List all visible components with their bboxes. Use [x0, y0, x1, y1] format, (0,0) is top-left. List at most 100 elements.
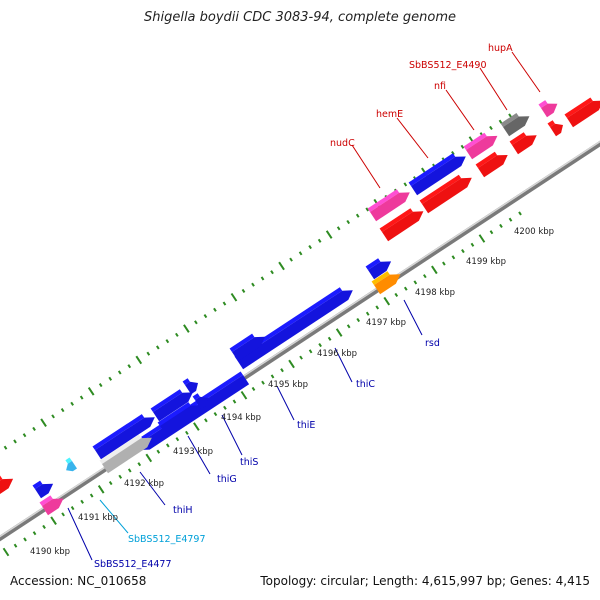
- gene-arrow-red-face: [550, 123, 563, 137]
- tick-mark-lower: [204, 418, 208, 423]
- gene-label-upper: hemE: [376, 109, 403, 120]
- tick-mark-lower: [137, 462, 142, 467]
- tick-mark-lower: [346, 324, 351, 329]
- scale-label: 4197 kbp: [366, 318, 406, 328]
- tick-mark-upper: [108, 376, 113, 381]
- tick-mark-lower: [13, 543, 18, 548]
- tick-mark-lower: [80, 499, 84, 504]
- scale-label: 4190 kbp: [30, 547, 70, 557]
- tick-mark-lower: [97, 484, 105, 494]
- gene-arrow-blue-face: [185, 381, 198, 395]
- gene-arrow-cyan-top: [65, 457, 72, 464]
- tick-mark-upper: [403, 182, 408, 187]
- gene-label-upper: hupA: [488, 43, 513, 54]
- tick-mark-upper: [183, 324, 190, 333]
- gene-arrow-blue-face: [232, 336, 266, 362]
- tick-mark-upper: [222, 301, 227, 306]
- tick-mark-upper: [70, 401, 74, 406]
- scale-label: 4193 kbp: [173, 447, 213, 457]
- gene-arrow-orange-top: [371, 271, 390, 285]
- gene-arrow-pink: [39, 495, 64, 516]
- tick-mark-lower: [518, 211, 522, 216]
- leader-line: [221, 414, 243, 456]
- tick-mark-lower: [470, 242, 475, 247]
- gene-arrow-red-top: [419, 174, 462, 204]
- gene-arrow-blue-face: [368, 261, 392, 280]
- scale-label: 4198 kbp: [415, 288, 455, 298]
- gene-arrow-blue-face: [411, 156, 466, 196]
- gene-arrow-blue: [365, 258, 392, 280]
- gene-arrow-pink: [463, 132, 498, 160]
- tick-mark-upper: [308, 245, 312, 250]
- gene-arrow-blue: [157, 402, 202, 436]
- gene-arrow-red-top: [547, 120, 555, 127]
- scale-label: 4191 kbp: [78, 513, 118, 523]
- tick-mark-upper: [317, 238, 322, 243]
- tick-mark-upper: [175, 332, 179, 337]
- gene-arrow-red-top: [0, 475, 3, 481]
- tick-mark-lower: [280, 368, 284, 373]
- gene-arrow-blue-top: [150, 389, 183, 412]
- gene-arrow-red-face: [0, 478, 14, 494]
- tick-mark-upper: [260, 276, 265, 281]
- gene-arrow-red-top: [564, 97, 593, 118]
- gene-arrow-pink-face: [541, 103, 558, 118]
- gene-label-lower: thiE: [297, 420, 315, 431]
- gene-arrow-blue-top: [92, 414, 145, 450]
- tick-mark-upper: [146, 351, 151, 356]
- gene-arrow-pink-face: [42, 498, 64, 516]
- tick-mark-upper: [203, 314, 208, 319]
- gene-arrow-gray-face: [503, 116, 530, 137]
- tick-mark-lower: [127, 468, 132, 473]
- tick-mark-lower: [70, 506, 75, 511]
- gene-arrow-blue-face: [195, 396, 208, 410]
- gene-arrow-blue-top: [229, 333, 255, 352]
- tick-mark-lower: [42, 524, 46, 529]
- tick-mark-lower: [431, 265, 438, 275]
- gene-arrow-blue: [182, 378, 198, 395]
- tick-mark-upper: [336, 226, 341, 231]
- tick-mark-upper: [230, 292, 238, 302]
- backbone-highlight: [0, 140, 600, 538]
- tick-mark-lower: [175, 437, 180, 442]
- gene-arrow-gray-top: [500, 113, 519, 127]
- tick-mark-lower: [327, 336, 332, 341]
- tick-mark-upper: [165, 339, 170, 344]
- gene-arrow-red: [509, 132, 537, 155]
- leader-line: [479, 67, 508, 111]
- gene-arrow-red: [0, 475, 14, 494]
- gene-arrow-pink-top: [538, 100, 548, 108]
- gene-arrow-pink-top: [367, 189, 400, 212]
- tick-mark-lower: [223, 405, 227, 410]
- leader-line: [99, 499, 129, 534]
- map-title: Shigella boydii CDC 3083-94, complete ge…: [143, 10, 457, 25]
- gene-arrow-red-top: [379, 208, 413, 232]
- gene-arrow-blue-face: [35, 483, 54, 499]
- tick-row-lower: [2, 211, 522, 557]
- gene-arrow-blue: [408, 153, 466, 196]
- leader-line: [67, 507, 93, 561]
- tick-mark-upper: [60, 408, 65, 413]
- gene-arrow-red-face: [567, 100, 600, 128]
- gene-arrow-blue-top: [365, 258, 381, 270]
- gene-arrow-lightgray-face: [102, 437, 152, 474]
- gene-label-lower: SbBS512_E4797: [128, 534, 206, 545]
- tick-mark-upper: [489, 125, 493, 131]
- gene-arrow-blue: [150, 389, 193, 422]
- gene-arrow-blue: [92, 414, 155, 460]
- tick-mark-upper: [460, 144, 465, 149]
- leader-line: [334, 347, 353, 383]
- tick-mark-upper: [278, 261, 285, 271]
- gene-arrow-pink: [538, 100, 558, 118]
- gene-label-lower: thiS: [240, 457, 258, 468]
- gene-label-upper: nfi: [434, 81, 446, 92]
- tick-mark-lower: [232, 399, 237, 404]
- tick-mark-upper: [325, 230, 333, 239]
- tick-mark-upper: [355, 213, 360, 218]
- gene-arrow-gray: [500, 113, 530, 137]
- gene-label-lower: rsd: [425, 338, 440, 349]
- topology-text: Topology: circular; Length: 4,615,997 bp…: [260, 574, 590, 588]
